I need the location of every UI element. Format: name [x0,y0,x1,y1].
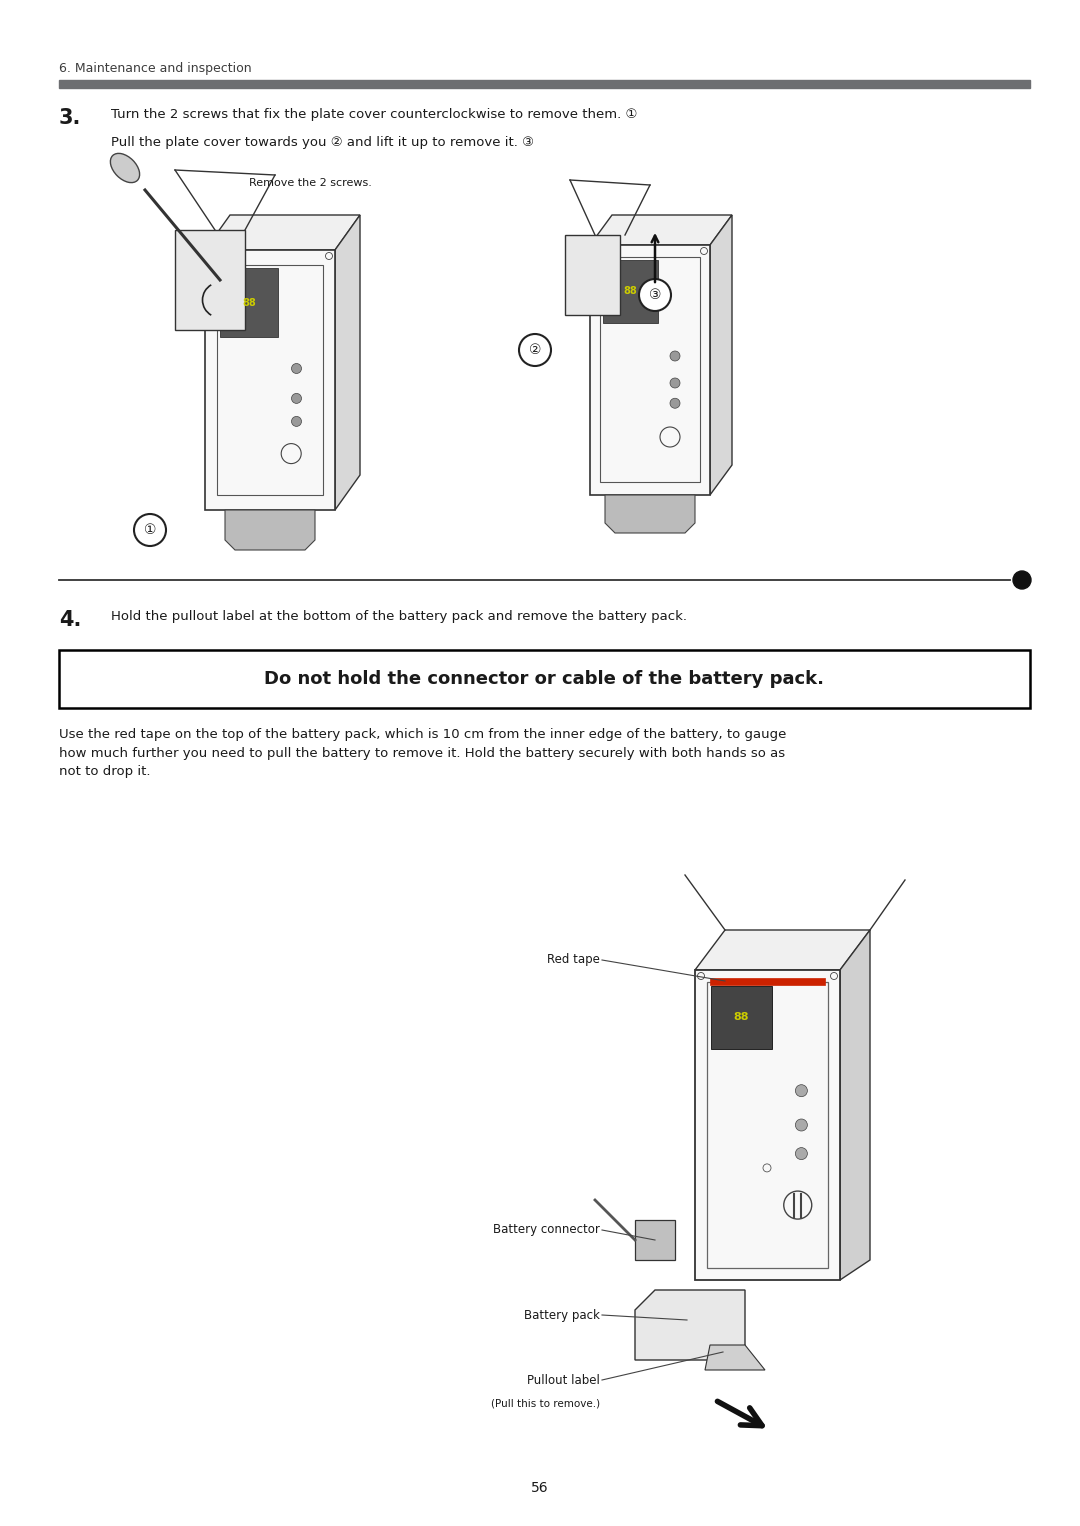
Circle shape [519,334,551,366]
Circle shape [795,1119,808,1131]
Text: Remove the 2 screws.: Remove the 2 screws. [248,179,372,188]
Ellipse shape [110,154,139,183]
Bar [220,269,279,337]
Text: 88: 88 [733,1012,750,1022]
Text: ①: ① [144,523,157,537]
Polygon shape [335,215,360,510]
Circle shape [670,351,680,362]
Bar [590,246,710,494]
Polygon shape [175,230,245,330]
Circle shape [795,1085,808,1097]
Polygon shape [635,1289,745,1360]
Polygon shape [696,929,870,971]
Circle shape [292,363,301,374]
Text: Hold the pullout label at the bottom of the battery pack and remove the battery : Hold the pullout label at the bottom of … [111,610,687,623]
Text: Pull the plate cover towards you ② and lift it up to remove it. ③: Pull the plate cover towards you ② and l… [111,136,534,150]
Text: Turn the 2 screws that fix the plate cover counterclockwise to remove them. ①: Turn the 2 screws that fix the plate cov… [111,108,637,121]
Circle shape [670,378,680,388]
Bar [710,978,825,984]
Bar [603,259,658,324]
Text: 88: 88 [623,287,637,296]
Polygon shape [635,1219,675,1260]
Text: 88: 88 [242,298,256,308]
Polygon shape [565,235,620,314]
Circle shape [639,279,671,311]
Text: Battery pack: Battery pack [524,1308,600,1322]
Text: 3.: 3. [59,108,81,128]
Text: Pullout label: Pullout label [527,1373,600,1387]
Bar [711,986,771,1048]
Text: Do not hold the connector or cable of the battery pack.: Do not hold the connector or cable of th… [265,670,824,688]
Bar [205,250,335,510]
Text: Red tape: Red tape [548,954,600,966]
Text: 6. Maintenance and inspection: 6. Maintenance and inspection [59,63,252,75]
Polygon shape [605,494,696,533]
Text: ②: ② [529,343,541,357]
Circle shape [292,417,301,426]
Circle shape [1013,571,1031,589]
Text: ③: ③ [649,288,661,302]
Bar [696,971,840,1280]
Bar [600,256,700,482]
Polygon shape [205,215,360,250]
Bar [59,650,1030,708]
Circle shape [670,398,680,409]
Circle shape [795,1148,808,1160]
Polygon shape [590,215,732,246]
Text: 56: 56 [531,1482,549,1495]
Polygon shape [710,215,732,494]
Polygon shape [705,1344,765,1370]
Text: Use the red tape on the top of the battery pack, which is 10 cm from the inner e: Use the red tape on the top of the batte… [59,728,786,778]
Circle shape [292,394,301,403]
Text: 4.: 4. [59,610,81,630]
Circle shape [134,514,166,546]
Polygon shape [225,510,315,549]
Bar [707,983,828,1268]
Bar [59,79,1030,89]
Text: Battery connector: Battery connector [494,1224,600,1236]
Bar [217,266,323,494]
Polygon shape [840,929,870,1280]
Text: (Pull this to remove.): (Pull this to remove.) [491,1398,600,1408]
